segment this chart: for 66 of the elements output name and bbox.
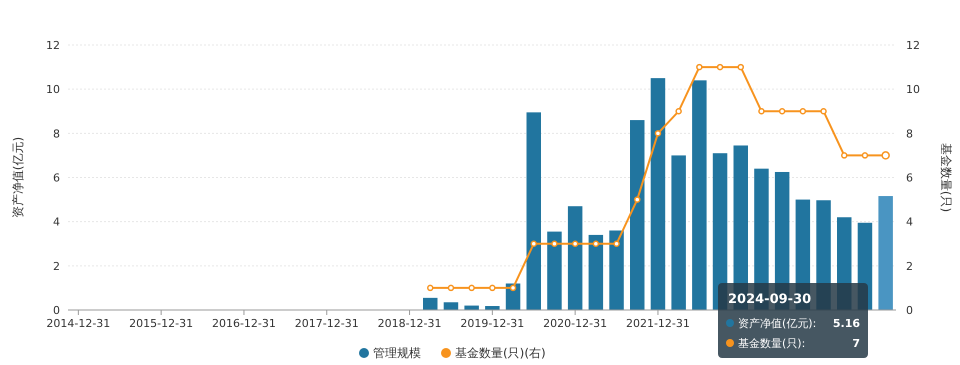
- point: [530, 240, 537, 247]
- bar: [588, 234, 604, 310]
- point: [654, 130, 662, 137]
- y2-tick-label: 4: [906, 216, 913, 229]
- y-axis-title: 资产净值(亿元): [11, 136, 25, 218]
- point: [448, 284, 454, 292]
- point: [634, 196, 640, 203]
- point: [841, 152, 848, 159]
- text: 资产净值(亿元):: [738, 317, 816, 330]
- point: [800, 108, 806, 114]
- y-tick-label: 12: [46, 39, 60, 52]
- point: [551, 240, 558, 247]
- y-tick-label: 6: [53, 172, 60, 184]
- point: [778, 108, 786, 114]
- y-tick-label: 0: [53, 304, 60, 317]
- y-tick-label: 4: [53, 216, 60, 229]
- legend-label: 基金数量(只)(右): [455, 346, 546, 360]
- x-tick-label: 2017-12-31: [294, 317, 359, 330]
- point: [738, 64, 744, 70]
- y-tick-label: 10: [46, 83, 60, 96]
- text: 7: [852, 337, 860, 350]
- point: [675, 108, 682, 114]
- y2-tick-label: 0: [906, 304, 913, 317]
- bar: [526, 112, 541, 310]
- point: [468, 284, 475, 292]
- text: 基金数量(只):: [738, 337, 806, 350]
- x-tick-label: 2020-12-31: [543, 317, 608, 330]
- bar: [630, 120, 644, 310]
- point: [820, 108, 827, 114]
- x-tick-label: 2021-12-31: [626, 317, 690, 330]
- y2-tick-label: 2: [906, 260, 913, 273]
- annotation: 2024-09-30: [728, 292, 812, 307]
- point: [862, 152, 868, 159]
- point: [696, 64, 703, 70]
- point: [427, 284, 434, 292]
- x-tick-label: 2015-12-31: [129, 317, 194, 330]
- point: [758, 108, 765, 114]
- y2-tick-label: 6: [906, 172, 913, 184]
- x-tick-label: 2014-12-31: [46, 317, 110, 330]
- bar: [671, 155, 686, 310]
- bar: [650, 78, 666, 310]
- y2-tick-label: 8: [906, 127, 913, 140]
- bar: [423, 298, 438, 310]
- bar: [464, 306, 479, 310]
- point: [489, 284, 496, 292]
- point: [572, 240, 578, 247]
- point: [510, 284, 516, 292]
- legend-label: 管理规模: [373, 346, 421, 360]
- bar: [444, 302, 458, 310]
- bar: [568, 206, 582, 310]
- point: [613, 240, 620, 247]
- bar: [878, 196, 893, 310]
- x-tick-label: 2019-12-31: [460, 317, 524, 330]
- point: [716, 64, 724, 70]
- y2-tick-label: 12: [906, 39, 920, 52]
- point: [592, 240, 600, 247]
- text: 5.16: [832, 317, 860, 330]
- y-tick-label: 2: [53, 260, 60, 273]
- bar: [547, 232, 562, 310]
- x-tick-label: 2016-12-31: [212, 317, 276, 330]
- y2-axis-title: 基金数量(只): [939, 142, 953, 212]
- y-tick-label: 8: [53, 127, 60, 140]
- x-tick-label: 2018-12-31: [378, 317, 442, 330]
- bar: [692, 80, 707, 310]
- bar: [609, 230, 624, 310]
- y2-tick-label: 10: [906, 83, 920, 96]
